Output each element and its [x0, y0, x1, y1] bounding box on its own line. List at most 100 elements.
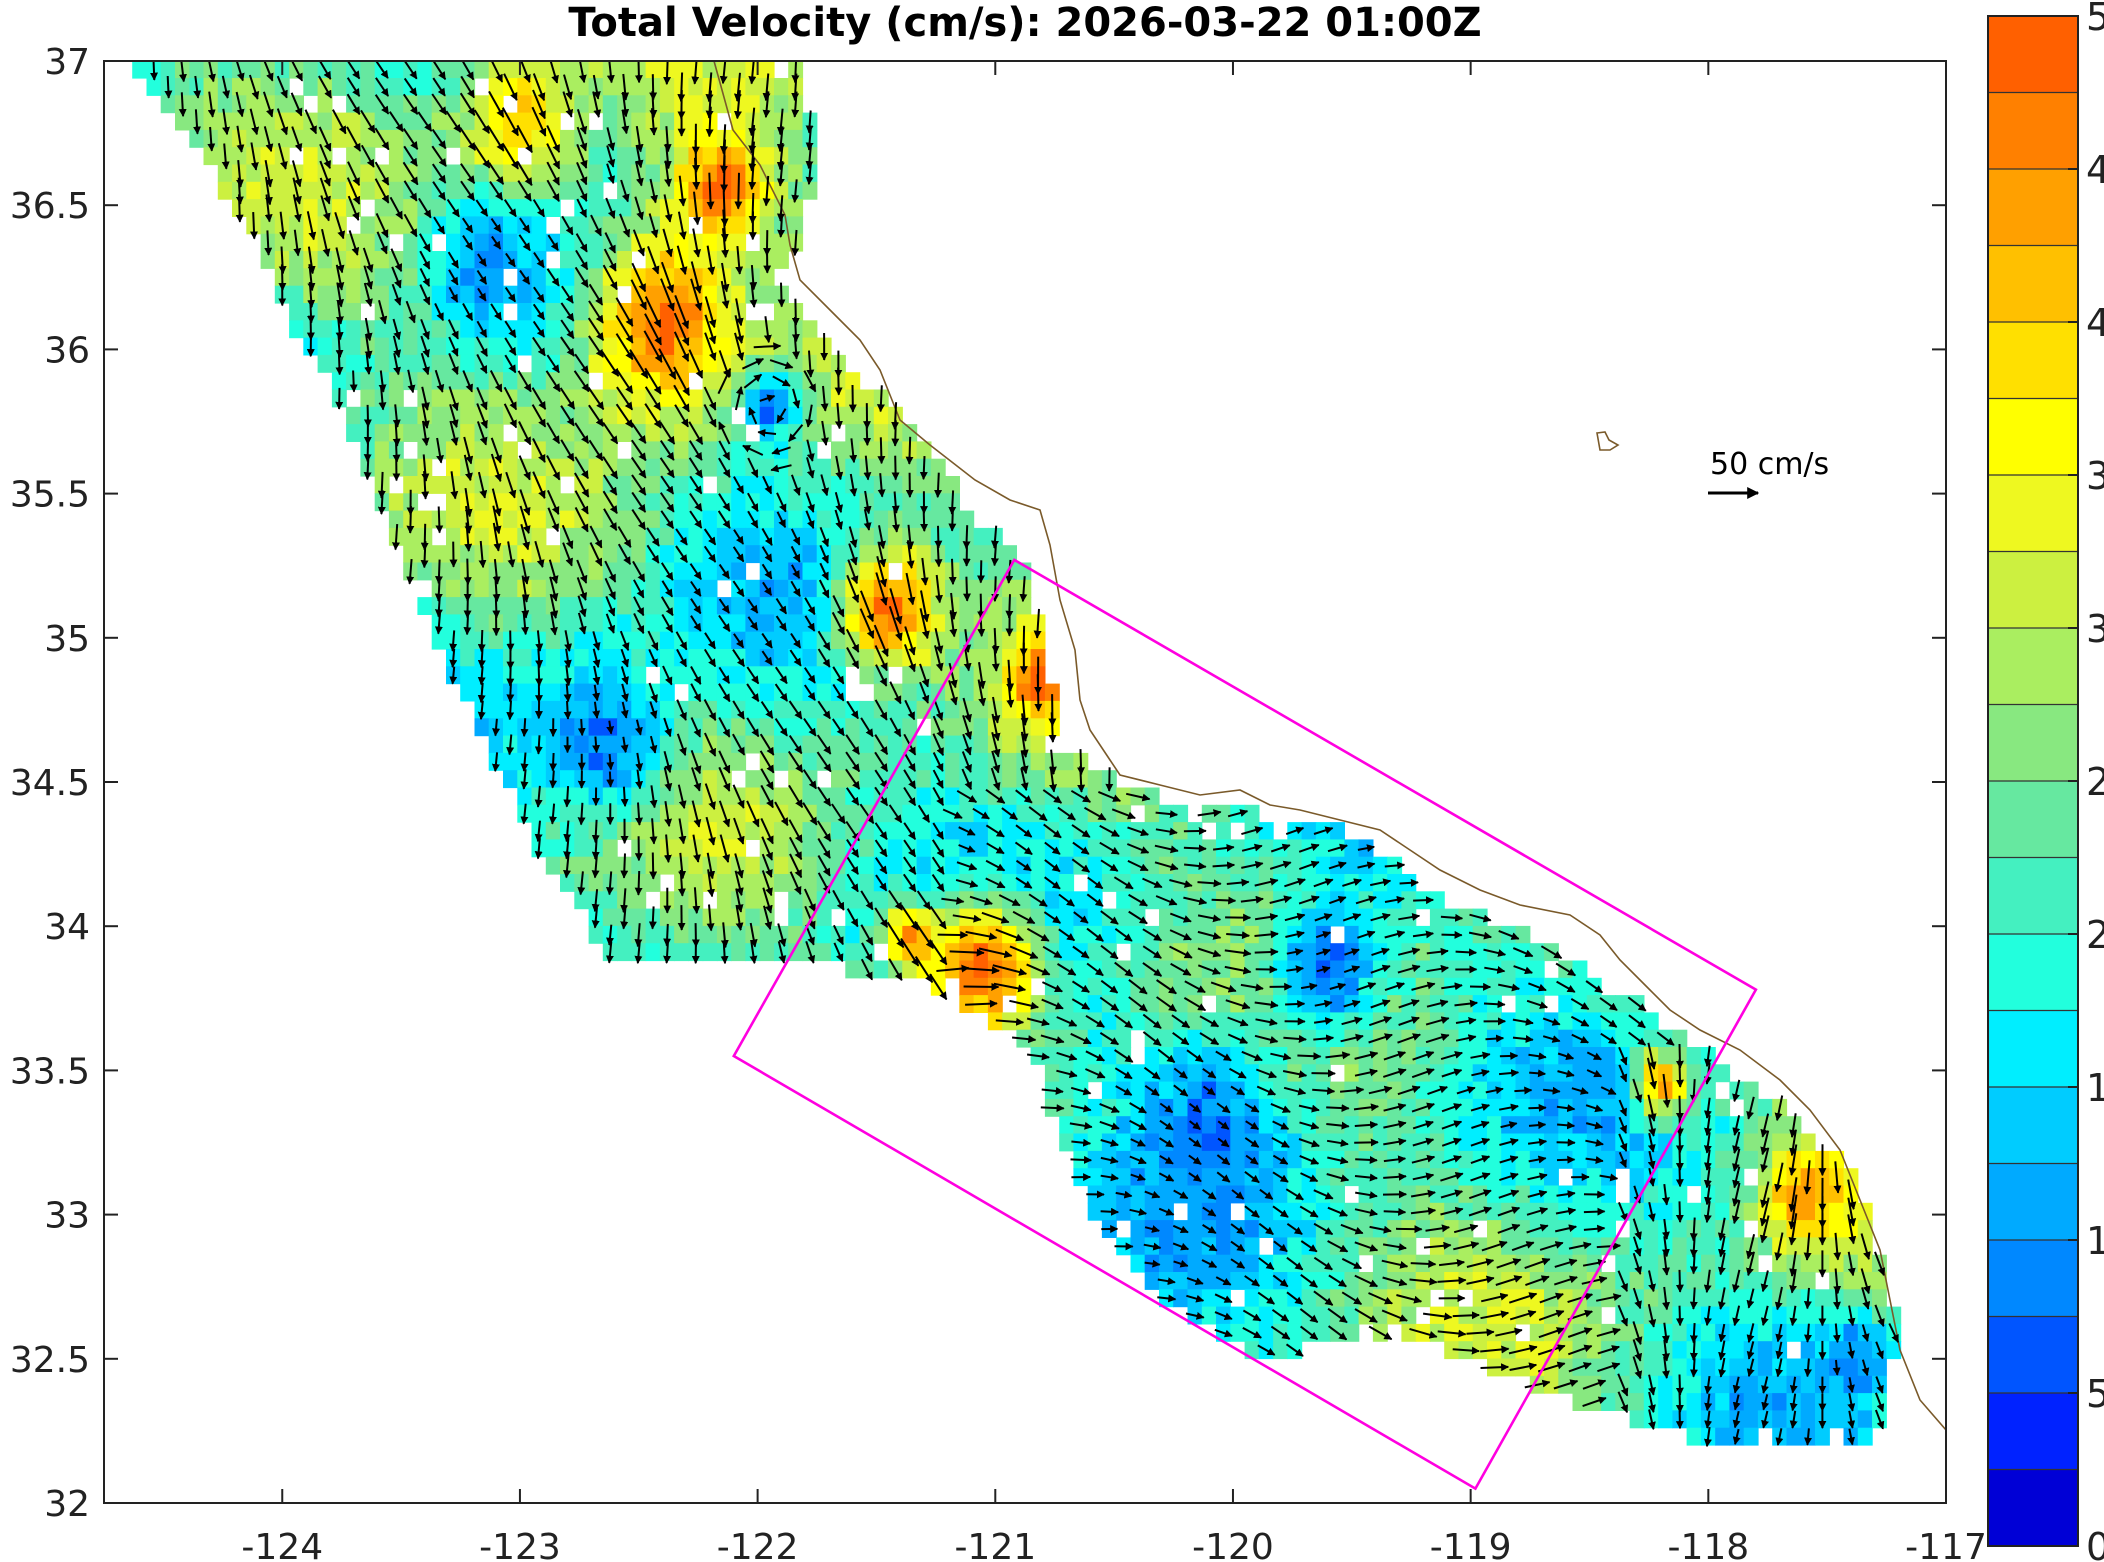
velocity-cell	[859, 874, 875, 892]
velocity-cell	[1487, 1047, 1502, 1065]
velocity-cell	[1273, 1289, 1288, 1308]
velocity-cell	[1116, 1133, 1132, 1152]
velocity-cell	[1772, 1133, 1788, 1152]
velocity-cell	[388, 164, 404, 183]
velocity-arrow	[753, 342, 782, 351]
velocity-cell	[759, 61, 775, 79]
velocity-arrow	[150, 61, 159, 81]
velocity-cell	[759, 372, 775, 391]
velocity-cell	[274, 129, 290, 148]
velocity-cell	[1144, 1116, 1160, 1135]
velocity-arrow	[777, 213, 786, 238]
velocity-cell	[1658, 1168, 1673, 1187]
velocity-cell	[545, 389, 561, 408]
velocity-cell	[417, 181, 433, 200]
velocity-cell	[930, 804, 946, 823]
velocity-cell	[1087, 856, 1103, 875]
velocity-cell	[916, 908, 932, 927]
velocity-cell	[588, 458, 604, 477]
velocity-cell	[645, 943, 661, 962]
velocity-cell	[716, 337, 732, 356]
velocity-cell	[1387, 1081, 1403, 1100]
velocity-cell	[274, 164, 290, 183]
velocity-cell	[1301, 1254, 1317, 1273]
velocity-cell	[260, 78, 276, 96]
velocity-cell	[1258, 1168, 1274, 1187]
velocity-cell	[816, 458, 832, 477]
velocity-cell	[446, 597, 461, 615]
velocity-cell	[1487, 1272, 1502, 1290]
velocity-cell	[1287, 1306, 1303, 1325]
velocity-cell	[759, 406, 775, 425]
velocity-cell	[1059, 839, 1075, 858]
velocity-cell	[1116, 1098, 1132, 1117]
velocity-cell	[431, 285, 447, 304]
velocity-cell	[1743, 1427, 1759, 1446]
velocity-cell	[560, 424, 575, 442]
velocity-cell	[1558, 1306, 1574, 1325]
velocity-cell	[802, 839, 818, 858]
velocity-cell	[888, 476, 903, 494]
velocity-cell	[1458, 1098, 1474, 1117]
velocity-cell	[1216, 822, 1231, 840]
velocity-cell	[1087, 1116, 1103, 1135]
velocity-cell	[503, 579, 518, 598]
velocity-cell	[1087, 1098, 1103, 1117]
velocity-cell	[1330, 995, 1345, 1013]
velocity-cell	[1087, 770, 1103, 789]
velocity-cell	[774, 579, 789, 598]
velocity-cell	[1857, 1375, 1873, 1394]
velocity-arrow	[1070, 1155, 1092, 1164]
velocity-cell	[517, 649, 533, 667]
velocity-cell	[631, 735, 647, 754]
velocity-cell	[1757, 1237, 1773, 1256]
velocity-arrow	[1383, 1207, 1407, 1216]
velocity-cell	[1344, 891, 1360, 910]
velocity-cell	[1558, 1289, 1574, 1308]
velocity-cell	[517, 389, 533, 408]
velocity-cell	[1401, 1098, 1417, 1117]
velocity-arrow	[649, 852, 658, 880]
velocity-cell	[1187, 960, 1203, 979]
velocity-cell	[859, 735, 875, 754]
velocity-cell	[816, 597, 832, 615]
velocity-cell	[1800, 1202, 1816, 1221]
velocity-cell	[631, 666, 647, 685]
velocity-cell	[388, 510, 404, 529]
velocity-cell	[631, 372, 647, 391]
velocity-cell	[802, 787, 818, 806]
velocity-cell	[1101, 1081, 1117, 1100]
velocity-cell	[446, 441, 461, 460]
velocity-cell	[574, 700, 590, 719]
velocity-cell	[303, 233, 319, 252]
velocity-cell	[346, 303, 361, 321]
velocity-cell	[1002, 856, 1017, 875]
velocity-cell	[659, 787, 675, 806]
velocity-cell	[1144, 787, 1160, 806]
velocity-cell	[774, 562, 789, 581]
velocity-cell	[916, 770, 932, 789]
velocity-arrow	[363, 455, 372, 481]
velocity-cell	[1330, 908, 1345, 927]
velocity-cell	[702, 372, 718, 391]
velocity-cell	[1586, 1306, 1602, 1325]
velocity-cell	[1387, 1012, 1403, 1031]
velocity-cell	[1087, 822, 1103, 840]
velocity-cell	[545, 441, 561, 460]
velocity-cell	[631, 683, 647, 702]
velocity-cell	[1529, 1341, 1545, 1360]
velocity-cell	[788, 129, 804, 148]
velocity-cell	[816, 666, 832, 685]
velocity-cell	[788, 458, 804, 477]
velocity-cell	[1715, 1064, 1731, 1083]
velocity-cell	[1372, 1047, 1388, 1065]
velocity-cell	[731, 424, 747, 442]
velocity-cell	[1529, 1237, 1545, 1256]
velocity-cell	[531, 752, 547, 771]
velocity-cell	[659, 545, 675, 564]
velocity-cell	[531, 268, 547, 287]
velocity-cell	[289, 285, 304, 304]
velocity-cell	[1672, 1289, 1688, 1308]
velocity-arrow	[1048, 712, 1057, 743]
velocity-cell	[973, 770, 989, 789]
